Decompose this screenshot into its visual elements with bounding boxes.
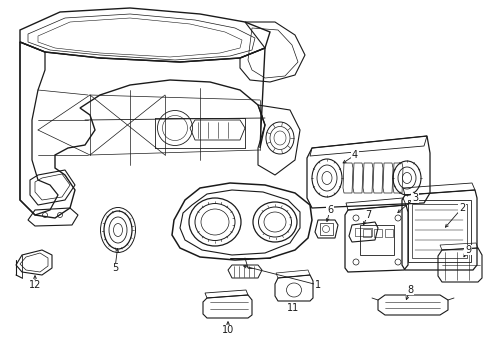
Text: 2: 2 xyxy=(458,203,464,213)
Bar xyxy=(407,200,470,262)
Bar xyxy=(373,229,381,237)
Text: 4: 4 xyxy=(351,150,357,160)
Bar xyxy=(384,229,392,237)
Text: 1: 1 xyxy=(314,280,321,290)
Text: 11: 11 xyxy=(286,303,299,313)
Bar xyxy=(411,204,466,258)
Bar xyxy=(359,225,393,255)
Text: 8: 8 xyxy=(406,285,412,295)
Text: 10: 10 xyxy=(222,325,234,335)
Text: 12: 12 xyxy=(29,280,41,290)
Text: 9: 9 xyxy=(464,245,470,255)
Text: 3: 3 xyxy=(411,193,417,203)
Bar xyxy=(319,223,332,235)
Text: 5: 5 xyxy=(112,263,118,273)
Text: 7: 7 xyxy=(364,210,370,220)
Bar xyxy=(362,229,370,237)
Text: 6: 6 xyxy=(326,205,332,215)
